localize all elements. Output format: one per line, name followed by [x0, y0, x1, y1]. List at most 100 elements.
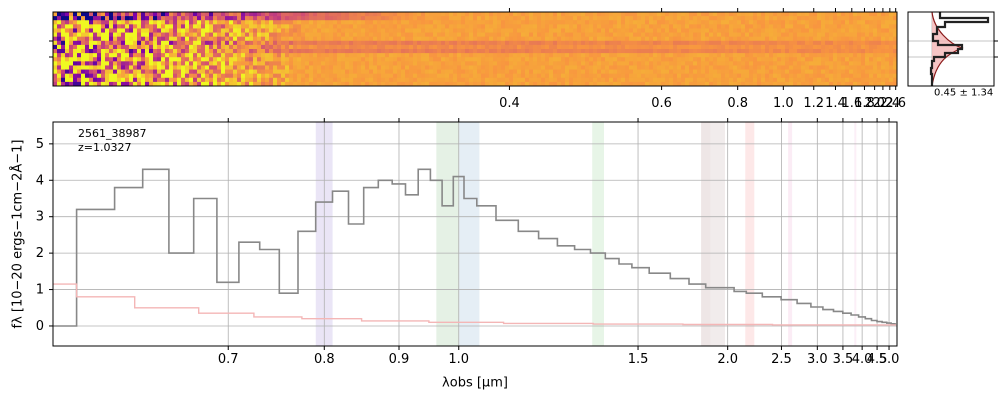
heatmap-cell: [65, 65, 70, 71]
heatmap-cell: [369, 40, 374, 46]
heatmap-cell: [821, 44, 826, 50]
heatmap-cell: [849, 77, 854, 83]
heatmap-cell: [573, 16, 578, 21]
heatmap-cell: [633, 24, 638, 30]
heatmap-cell: [77, 73, 82, 79]
heatmap-cell: [93, 57, 98, 62]
heatmap-cell: [221, 61, 226, 67]
heatmap-cell: [501, 32, 506, 38]
heatmap-cell: [733, 77, 738, 83]
heatmap-cell: [385, 28, 390, 34]
profile-plot: [908, 12, 994, 86]
heatmap-cell: [693, 69, 698, 75]
heatmap-cell: [293, 49, 298, 54]
heatmap-cell: [833, 44, 838, 50]
heatmap-cell: [573, 73, 578, 79]
heatmap-cell: [129, 53, 134, 58]
heatmap-cell: [665, 12, 670, 17]
heatmap-cell: [129, 65, 134, 71]
heatmap-cell: [217, 57, 222, 62]
heatmap-cell: [785, 57, 790, 62]
heatmap-cell: [53, 12, 58, 17]
heatmap-cell: [197, 53, 202, 58]
heatmap-cell: [553, 32, 558, 38]
heatmap-cell: [893, 61, 897, 67]
heatmap-cell: [613, 44, 618, 50]
heatmap-cell: [505, 49, 510, 54]
heatmap-cell: [201, 57, 206, 62]
heatmap-cell: [525, 69, 530, 75]
heatmap-cell: [561, 44, 566, 50]
heatmap-cell: [89, 53, 94, 58]
heatmap-cell: [357, 49, 362, 54]
heatmap-cell: [393, 32, 398, 38]
heatmap-cell: [461, 69, 466, 75]
heatmap-cell: [421, 12, 426, 17]
heatmap-cell: [445, 65, 450, 71]
heatmap-cell: [637, 65, 642, 71]
heatmap-cell: [213, 24, 218, 30]
heatmap-cell: [573, 32, 578, 38]
heatmap-cell: [721, 65, 726, 71]
heatmap-cell: [637, 53, 642, 58]
heatmap-cell: [473, 57, 478, 62]
heatmap-cell: [533, 16, 538, 21]
heatmap-cell: [81, 36, 86, 42]
heatmap-cell: [433, 57, 438, 62]
heatmap-cell: [357, 77, 362, 83]
heatmap-cell: [445, 28, 450, 34]
heatmap-cell: [69, 77, 74, 83]
heatmap-cell: [173, 57, 178, 62]
heatmap-cell: [201, 36, 206, 42]
heatmap-cell: [709, 36, 714, 42]
heatmap-cell: [873, 81, 878, 86]
heatmap-cell: [417, 32, 422, 38]
heatmap-cell: [357, 44, 362, 50]
heatmap-cell: [285, 12, 290, 17]
heatmap-cell: [613, 28, 618, 34]
heatmap-cell: [249, 20, 254, 25]
heatmap-cell: [253, 40, 258, 46]
heatmap-cell: [157, 81, 162, 86]
heatmap-cell: [457, 28, 462, 34]
heatmap-cell: [509, 49, 514, 54]
heatmap-cell: [397, 44, 402, 50]
heatmap-cell: [269, 36, 274, 42]
heatmap-cell: [497, 69, 502, 75]
heatmap-cell: [701, 44, 706, 50]
heatmap-cell: [357, 16, 362, 21]
heatmap-cell: [625, 65, 630, 71]
heatmap-cell: [417, 12, 422, 17]
y-tick-label-2: 2: [36, 246, 44, 261]
heatmap-cell: [401, 53, 406, 58]
heatmap-cell: [89, 77, 94, 83]
heatmap-cell: [597, 28, 602, 34]
heatmap-cell: [497, 24, 502, 30]
heatmap-cell: [345, 77, 350, 83]
heatmap-cell: [569, 32, 574, 38]
heatmap-cell: [253, 65, 258, 71]
heatmap-cell: [837, 16, 842, 21]
heatmap-cell: [297, 81, 302, 86]
heatmap-cell: [253, 12, 258, 17]
heatmap-cell: [389, 53, 394, 58]
heatmap-cell: [757, 73, 762, 79]
heatmap-cell: [121, 12, 126, 17]
heatmap-cell: [285, 20, 290, 25]
heatmap-cell: [221, 44, 226, 50]
heatmap-cell: [61, 40, 66, 46]
heatmap-cell: [265, 32, 270, 38]
heatmap-cell: [781, 61, 786, 67]
heatmap-cell: [145, 73, 150, 79]
heatmap-cell: [493, 49, 498, 54]
heatmap-cell: [401, 32, 406, 38]
heatmap-cell: [421, 81, 426, 86]
heatmap-cell: [845, 44, 850, 50]
heatmap-cell: [109, 32, 114, 38]
heatmap-cell: [837, 20, 842, 25]
heatmap-cell: [317, 61, 322, 67]
heatmap-cell: [773, 24, 778, 30]
heatmap-cell: [593, 24, 598, 30]
heatmap-cell: [69, 81, 74, 86]
heatmap-cell: [413, 65, 418, 71]
